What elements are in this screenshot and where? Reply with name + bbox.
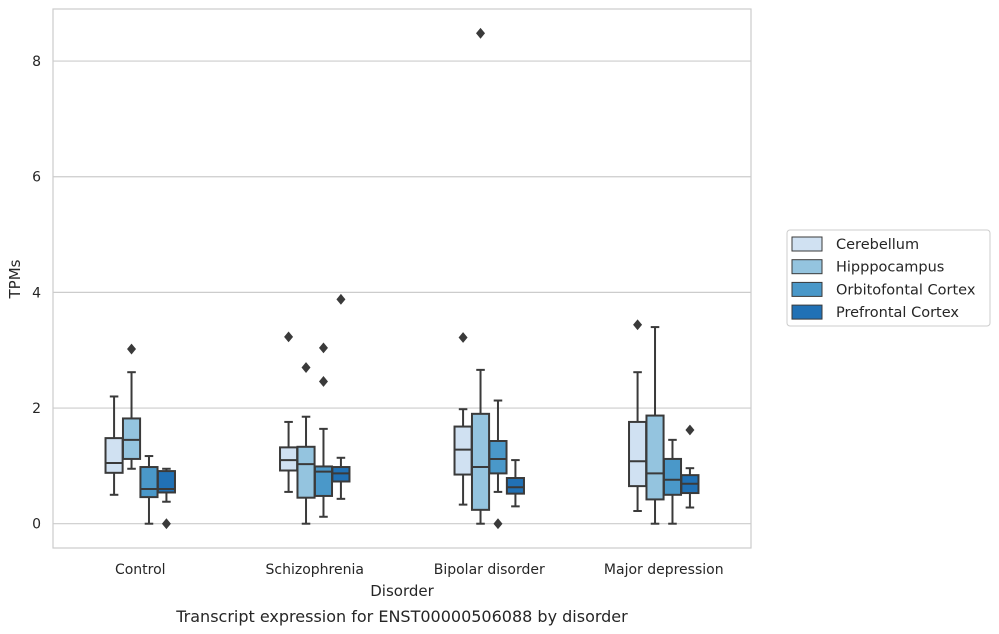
box-iqr: [156, 470, 176, 494]
x-tick-label: Control: [115, 562, 166, 578]
box-iqr: [505, 477, 525, 495]
legend-label: Cerebellum: [836, 237, 919, 253]
grid-lines: [53, 60, 751, 525]
category-group: [104, 343, 176, 530]
y-tick-labels: 0 2 4 6 8: [32, 54, 41, 533]
chart-caption: Transcript expression for ENST0000050608…: [175, 607, 628, 626]
x-tick-label: Major depression: [604, 562, 724, 578]
outlier-point: [458, 332, 468, 343]
legend-swatch: [791, 236, 823, 252]
box-iqr: [488, 440, 508, 475]
box-iqr: [628, 420, 648, 488]
legend-label: Orbitofontal Cortex: [836, 282, 976, 298]
box-iqr: [279, 446, 299, 472]
box-groups: [104, 27, 700, 530]
box-plot: [645, 326, 665, 525]
box-iqr: [139, 466, 159, 499]
box-iqr: [645, 414, 665, 501]
x-tick-label: Bipolar disorder: [434, 562, 545, 578]
box-iqr: [470, 412, 491, 511]
y-axis-label: TPMs: [6, 259, 24, 299]
legend-swatch: [791, 259, 823, 275]
box-plot: [453, 332, 473, 506]
outlier-point: [633, 319, 643, 331]
legend-frame: [786, 229, 991, 327]
box-plot: [505, 459, 525, 508]
box-plot: [331, 293, 351, 500]
box-iqr: [121, 417, 142, 460]
x-tick-label: Schizophrenia: [266, 562, 364, 578]
box-plot: [279, 331, 299, 493]
box-plot: [628, 319, 648, 512]
outlier-point: [318, 376, 328, 387]
y-tick-label: 6: [32, 170, 41, 186]
box-iqr: [662, 457, 683, 496]
outlier-point: [685, 424, 695, 436]
x-axis-label: Disorder: [370, 582, 434, 600]
outlier-point: [127, 343, 137, 355]
box-plot: [488, 399, 508, 530]
x-tick-labels: Control Schizophrenia Bipolar disorder Majo…: [115, 562, 724, 578]
category-group: [453, 27, 525, 530]
outlier-point: [318, 342, 328, 354]
legend-label: Hipppocampus: [836, 260, 944, 276]
box-plot: [156, 467, 176, 530]
box-plot: [680, 424, 700, 509]
legend-swatch: [791, 281, 823, 297]
box-plot: [104, 395, 124, 496]
box-plot: [121, 343, 142, 470]
y-tick-label: 8: [32, 54, 41, 70]
box-plot: [139, 455, 159, 525]
box-iqr: [296, 445, 316, 499]
outlier-point: [301, 362, 311, 373]
plot-frame: [52, 8, 752, 549]
box-iqr: [104, 437, 124, 474]
box-plot: [470, 27, 491, 525]
box-plot: [662, 438, 683, 525]
box-plot: [313, 342, 334, 518]
y-tick-label: 0: [32, 517, 41, 533]
outlier-point: [336, 293, 346, 305]
outlier-point: [493, 518, 503, 530]
category-group: [279, 293, 351, 525]
legend-label: Prefrontal Cortex: [836, 305, 959, 321]
y-tick-label: 2: [32, 401, 41, 417]
legend-swatch: [791, 304, 823, 320]
box-plot: [296, 362, 316, 525]
category-group: [628, 319, 700, 525]
outlier-point: [161, 518, 171, 530]
outlier-point: [476, 27, 486, 39]
legend: Cerebellum Hipppocampus Orbitofontal Corte…: [786, 229, 991, 327]
y-tick-label: 4: [32, 285, 41, 301]
outlier-point: [284, 331, 294, 343]
